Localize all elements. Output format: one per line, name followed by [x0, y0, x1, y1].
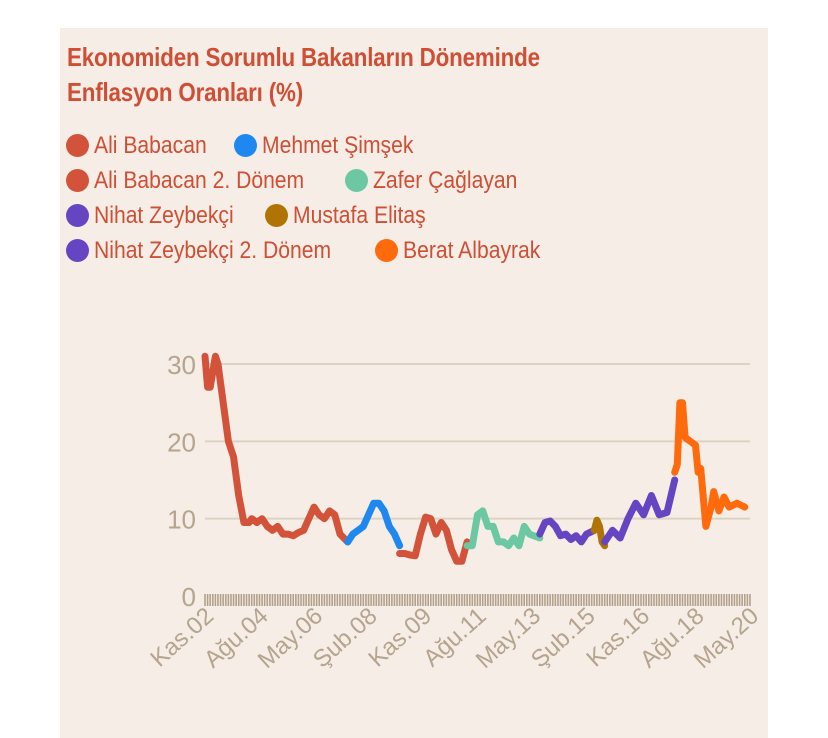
legend-item: Zafer Çağlayan [344, 167, 537, 195]
legend-dot-icon [66, 169, 89, 192]
legend-dot-icon [66, 134, 89, 157]
legend-dot-icon [264, 204, 288, 227]
series-line [344, 499, 404, 550]
series-line [463, 507, 544, 550]
series-line [601, 476, 679, 546]
legend-dot-icon [66, 204, 89, 227]
y-tick-label: 30 [167, 350, 196, 380]
legend-item: Mehmet Şimşek [234, 132, 434, 160]
legend-dot-icon [344, 169, 368, 192]
series-line [536, 517, 598, 546]
chart-title: Ekonomiden Sorumlu Bakanların Döneminde … [67, 42, 540, 107]
series-line [396, 513, 471, 565]
legend-item: Ali Babacan [66, 132, 222, 160]
legend-dot-icon [375, 239, 399, 262]
legend-item: Mustafa Elitaş [264, 202, 444, 230]
series-line [671, 399, 749, 530]
legend-dot-icon [234, 134, 258, 157]
chart-panel: Ekonomiden Sorumlu Bakanların Döneminde … [60, 28, 768, 738]
y-tick-label: 10 [167, 505, 196, 535]
legend-item: Nihat Zeybekçi 2. Dönem [66, 237, 363, 265]
legend-dot-icon [66, 239, 89, 262]
legend-item: Berat Albayrak [375, 237, 559, 265]
legend: Ali Babacan Mehmet Şimşek Ali Babacan 2.… [66, 128, 572, 268]
legend-item: Nihat Zeybekçi [66, 202, 253, 230]
series-line [201, 352, 352, 546]
y-tick-label: 20 [167, 427, 196, 457]
legend-item: Ali Babacan 2. Dönem [66, 167, 333, 195]
y-tick-label: 0 [182, 582, 196, 612]
